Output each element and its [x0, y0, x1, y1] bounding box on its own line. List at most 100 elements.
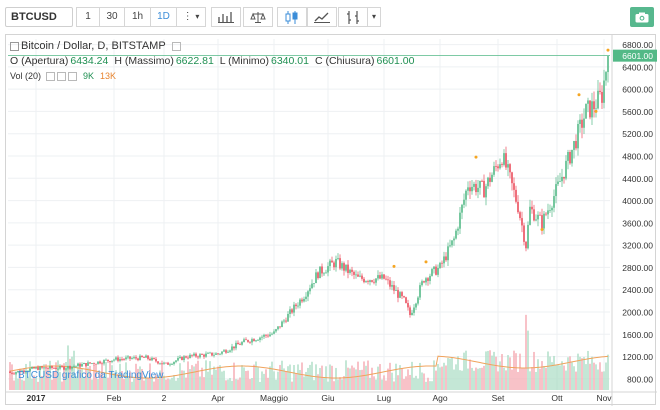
volume-bar	[515, 353, 517, 390]
settings-icon[interactable]	[57, 72, 67, 81]
x-tick-label: Nov	[596, 393, 612, 403]
volume-bar	[243, 367, 245, 390]
candle-body	[93, 363, 95, 364]
indicators-dropdown-button[interactable]: ▾	[367, 7, 381, 27]
settings-icon[interactable]	[171, 42, 181, 51]
x-tick-label: Apr	[211, 393, 224, 403]
volume-bar	[95, 364, 97, 390]
volume-bar	[145, 376, 147, 390]
close-icon[interactable]	[68, 72, 78, 81]
volume-bar	[289, 364, 291, 390]
volume-bar	[509, 357, 511, 390]
price-chart[interactable]: 800.00 1200.00 1600.00 2000.00 2400.00 2800.0…	[6, 35, 657, 406]
candle-body	[289, 309, 291, 314]
volume-bar	[19, 368, 21, 390]
y-tick-label: 6400.00	[622, 62, 653, 72]
y-tick-label: 5200.00	[622, 129, 653, 139]
compare-button[interactable]	[243, 7, 273, 27]
volume-bar	[451, 357, 453, 390]
candle-body	[65, 368, 67, 370]
candle-body	[311, 283, 313, 289]
candles-style-button[interactable]	[277, 7, 307, 27]
volume-bar	[511, 369, 513, 390]
volume-bar	[413, 377, 415, 390]
volume-bar	[273, 371, 275, 390]
candles-icon	[285, 10, 298, 24]
volume-bar	[595, 364, 597, 390]
candle-body	[115, 357, 117, 360]
bars-style-button[interactable]	[211, 7, 241, 27]
volume-bar	[37, 381, 39, 390]
chevron-down-icon: ▾	[371, 12, 376, 21]
volume-bar	[437, 363, 439, 390]
volume-bar	[481, 367, 483, 390]
volume-bar	[513, 350, 515, 390]
volume-bar	[465, 350, 467, 390]
interval-30-button[interactable]: 30	[99, 7, 125, 27]
volume-bar	[519, 353, 521, 390]
indicators-button[interactable]	[338, 7, 368, 27]
volume-bar	[29, 361, 31, 390]
volume-bar	[45, 364, 47, 390]
collapse-icon[interactable]	[10, 42, 19, 51]
volume-bar	[77, 362, 79, 390]
interval-1d-button[interactable]: 1D	[150, 7, 177, 27]
chart-pane[interactable]: Bitcoin / Dollar, D, BITSTAMP O (Apertur…	[5, 34, 657, 406]
candle-body	[419, 285, 421, 298]
volume-bar	[219, 365, 221, 390]
volume-bar	[239, 377, 241, 390]
volume-bar	[587, 350, 589, 390]
candle-body	[379, 275, 381, 279]
snapshot-button[interactable]	[630, 7, 654, 27]
candle-body	[193, 353, 195, 356]
candle-body	[591, 101, 593, 118]
volume-bar	[473, 370, 475, 390]
volume-bar	[59, 371, 61, 390]
symbol-search-input[interactable]: BTCUSD	[5, 7, 73, 27]
candle-body	[567, 151, 569, 161]
volume-bar	[163, 375, 165, 390]
candle-body	[217, 353, 219, 355]
volume-bar	[117, 373, 119, 390]
volume-bar	[91, 379, 93, 390]
candle-body	[213, 354, 215, 356]
candle-body	[245, 339, 247, 341]
candle-body	[339, 258, 341, 269]
candle-body	[547, 210, 549, 215]
interval-1h-button[interactable]: 1h	[124, 7, 151, 27]
candle-body	[299, 299, 301, 306]
tradingview-watermark[interactable]: BTCUSD grafico da TradingView	[18, 370, 164, 381]
candle-body	[439, 262, 441, 268]
candle-body	[545, 213, 547, 215]
volume-bar	[217, 366, 219, 390]
volume-bar	[577, 353, 579, 390]
y-tick-label: 5600.00	[622, 107, 653, 117]
event-marker	[577, 93, 581, 97]
interval-1-button[interactable]: 1	[76, 7, 100, 27]
candle-body	[521, 218, 523, 226]
candle-body	[223, 350, 225, 352]
candle-body	[87, 362, 89, 366]
volume-bar	[299, 369, 301, 390]
volume-bar	[535, 371, 537, 390]
volume-bar	[403, 379, 405, 390]
volume-bar	[549, 356, 551, 390]
volume-bar	[463, 352, 465, 390]
candle-body	[155, 358, 157, 362]
volume-bar	[93, 364, 95, 390]
volume-bar	[275, 379, 277, 390]
x-tick-label: Ott	[551, 393, 563, 403]
candle-body	[447, 246, 449, 261]
candle-body	[555, 184, 557, 197]
volume-bar	[441, 366, 443, 390]
interval-more-button[interactable]: ⋮ ▾	[176, 7, 206, 27]
candle-body	[427, 278, 429, 281]
candle-body	[571, 149, 573, 164]
line-style-button[interactable]	[307, 7, 337, 27]
volume-bar	[401, 368, 403, 390]
volume-bar	[231, 380, 233, 390]
candle-body	[187, 357, 189, 359]
eye-icon[interactable]	[46, 72, 56, 81]
candle-body	[557, 181, 559, 185]
candle-body	[355, 274, 357, 276]
